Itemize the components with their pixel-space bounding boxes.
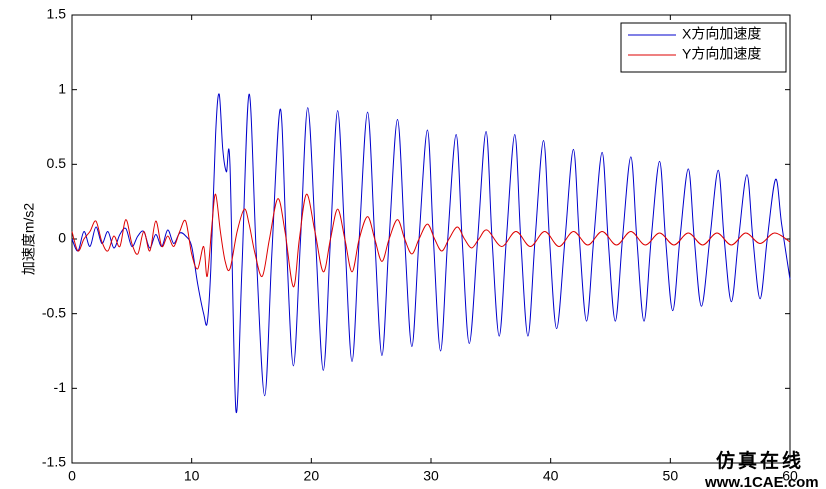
x-tick-label: 0: [68, 468, 76, 484]
watermark-url: www.1CAE.com: [704, 474, 819, 489]
y-tick-label: 0: [58, 230, 66, 246]
y-tick-label: -1: [54, 379, 67, 395]
y-tick-label: 0.5: [47, 155, 67, 171]
x-tick-label: 50: [663, 468, 679, 484]
x-tick-label: 60: [782, 468, 798, 484]
y-tick-label: 1: [58, 80, 66, 96]
x-tick-label: 20: [304, 468, 320, 484]
data-line: [71, 93, 791, 414]
data-line: [71, 193, 791, 288]
x-tick-label: 30: [423, 468, 439, 484]
legend: X方向加速度 Y方向加速度: [620, 22, 787, 73]
y-tick-label: -0.5: [42, 304, 66, 320]
y-tick-label: 1.5: [47, 6, 67, 22]
y-axis-label: 加速度m/s2: [21, 203, 37, 276]
x-tick-label: 10: [184, 468, 200, 484]
legend-label: X方向加速度: [682, 26, 761, 42]
x-tick-label: 40: [543, 468, 559, 484]
legend-label: Y方向加速度: [682, 46, 761, 62]
y-tick-label: -1.5: [42, 454, 66, 470]
watermark-title: 仿真在线: [716, 449, 804, 472]
legend-box: [620, 22, 787, 73]
plot-area: [71, 14, 791, 464]
